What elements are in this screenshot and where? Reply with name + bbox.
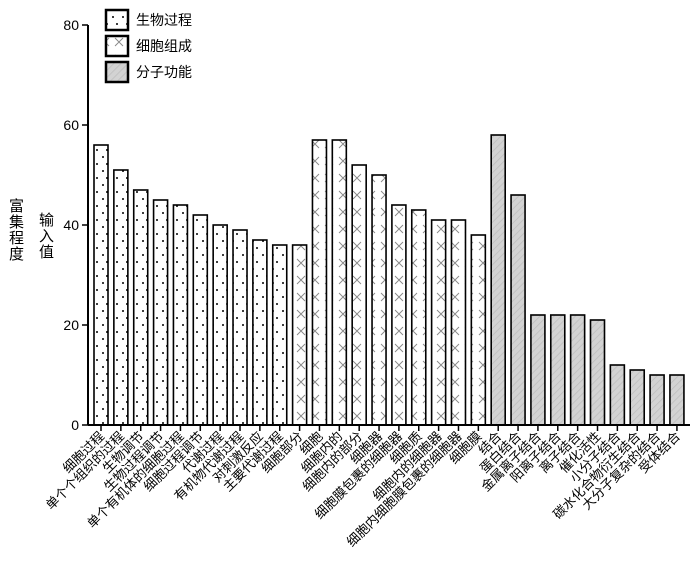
bar-hatch: [669, 374, 685, 426]
bar-hatch: [589, 319, 606, 426]
bar-hatch: [490, 134, 507, 426]
y-tick-label: 0: [71, 417, 79, 433]
bar-dots: [252, 239, 268, 426]
y-axis-label: 富集程度: [7, 198, 25, 262]
bar-crosses: [371, 174, 387, 426]
y-tick-label: 60: [63, 117, 79, 133]
bar-hatch: [649, 374, 665, 426]
bar-dots: [212, 224, 228, 426]
bar-hatch: [629, 369, 646, 426]
bar-crosses: [291, 244, 308, 426]
bar-dots: [152, 199, 169, 426]
bar-hatch: [609, 364, 626, 426]
legend-label: 分子功能: [136, 65, 192, 81]
bar-crosses: [311, 139, 328, 426]
bar-crosses: [391, 204, 407, 426]
y-tick-label: 40: [63, 217, 79, 233]
bar-dots: [192, 214, 209, 426]
bar-crosses: [351, 164, 367, 426]
bar-hatch: [510, 194, 526, 426]
bar-hatch: [530, 314, 546, 426]
y-tick-label: 80: [63, 17, 79, 33]
legend-label: 细胞组成: [136, 39, 192, 55]
bar-dots: [113, 169, 129, 426]
bar-crosses: [450, 219, 467, 426]
bar-dots: [93, 144, 109, 426]
bar-crosses: [430, 219, 447, 426]
legend-swatch-hatch: [104, 60, 130, 84]
bar-dots: [232, 229, 248, 426]
bar-crosses: [331, 139, 348, 426]
bar-hatch: [569, 314, 586, 426]
y-axis-label-secondary: 输入值: [37, 212, 55, 260]
legend-swatch-dots: [104, 8, 130, 32]
bar-crosses: [410, 209, 427, 426]
bar-dots: [132, 189, 149, 426]
legend-label: 生物过程: [136, 13, 192, 29]
legend-swatch-crosses: [104, 34, 130, 58]
y-tick-label: 20: [63, 317, 79, 333]
bar-dots: [271, 244, 288, 426]
bar-hatch: [549, 314, 566, 426]
bar-dots: [172, 204, 189, 426]
bar-crosses: [470, 234, 487, 426]
